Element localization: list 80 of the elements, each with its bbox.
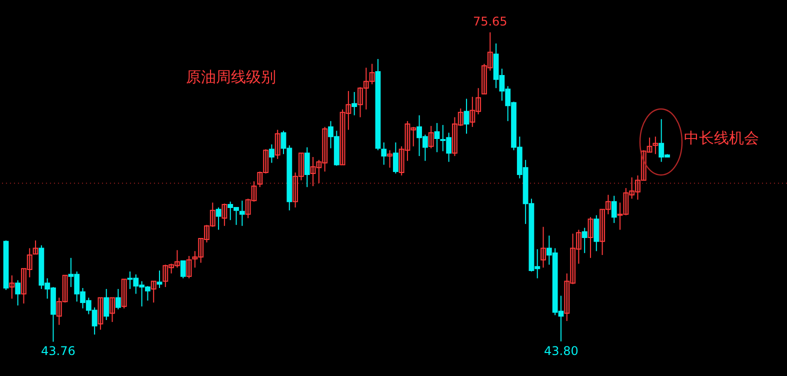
candlestick — [263, 148, 268, 174]
candlestick — [611, 195, 617, 224]
candlestick — [576, 229, 582, 264]
candlestick — [392, 142, 398, 174]
candlestick — [222, 203, 228, 226]
candlestick — [180, 260, 186, 279]
candlestick — [121, 278, 127, 309]
candlestick — [310, 156, 316, 187]
candlestick — [162, 264, 168, 288]
candlestick — [198, 238, 204, 264]
candlestick — [570, 233, 576, 285]
candlestick — [56, 297, 62, 326]
candlestick — [340, 108, 346, 166]
candlestick — [464, 98, 470, 134]
candlestick — [476, 88, 482, 115]
candlestick — [98, 297, 104, 330]
candlestick — [21, 268, 26, 304]
candlestick — [104, 288, 110, 321]
candlestick — [32, 240, 38, 255]
candlestick — [168, 263, 174, 274]
candlestick — [251, 180, 257, 202]
candlestick — [62, 274, 68, 304]
candlestick — [352, 91, 358, 116]
candlestick — [582, 227, 588, 254]
candlestick — [358, 86, 363, 118]
text: 中长线机会 — [684, 129, 759, 147]
candlestick — [623, 188, 629, 216]
candlestick — [617, 202, 623, 230]
candlestick — [26, 248, 32, 278]
candlestick — [629, 176, 635, 200]
candlestick — [316, 159, 322, 184]
candlestick — [346, 90, 352, 130]
candlestick — [600, 208, 606, 256]
candlestick — [292, 172, 298, 208]
candlestick — [635, 174, 640, 200]
candlestick — [174, 250, 180, 268]
annotation: 43.76 — [41, 344, 76, 358]
candlestick — [652, 136, 658, 155]
candlestick — [150, 280, 156, 304]
candlestick — [257, 171, 263, 188]
candlestick — [9, 274, 15, 300]
candlestick — [482, 63, 487, 94]
candlestick — [245, 198, 251, 219]
candlestick — [322, 126, 328, 172]
candlestick — [110, 297, 115, 322]
candlestick — [239, 200, 245, 226]
candlestick — [216, 206, 222, 230]
candlestick — [398, 146, 404, 176]
candlestick — [369, 63, 375, 85]
candlestick — [15, 280, 21, 306]
candlestick — [540, 226, 546, 268]
candlestick — [410, 126, 416, 147]
candlestick — [156, 270, 162, 288]
candlestick — [404, 120, 410, 162]
candlestick — [588, 216, 594, 258]
candlestick — [192, 250, 198, 268]
candlestick — [487, 32, 493, 72]
candlestick — [646, 137, 652, 153]
candlestick — [434, 122, 440, 153]
candlestick — [387, 150, 392, 168]
candlestick — [210, 202, 216, 228]
candlestick — [594, 214, 600, 252]
candlestick — [452, 116, 458, 157]
candlestick — [458, 108, 464, 126]
candlestick — [606, 194, 611, 215]
candlestick — [363, 67, 369, 110]
candlestick — [274, 129, 280, 160]
candlestick — [428, 125, 434, 149]
candlestick — [268, 144, 274, 164]
candlestick — [564, 272, 570, 322]
annotation: 75.65 — [472, 14, 508, 28]
text: 原油周线级别 — [186, 68, 276, 86]
candlestick — [115, 288, 121, 310]
annotation: 43.80 — [544, 344, 578, 358]
candlestick — [298, 152, 304, 181]
candlestick — [470, 96, 476, 128]
candlestick — [204, 224, 210, 243]
candlestick — [640, 150, 646, 181]
candlestick — [304, 146, 310, 188]
candlestick — [186, 255, 192, 279]
